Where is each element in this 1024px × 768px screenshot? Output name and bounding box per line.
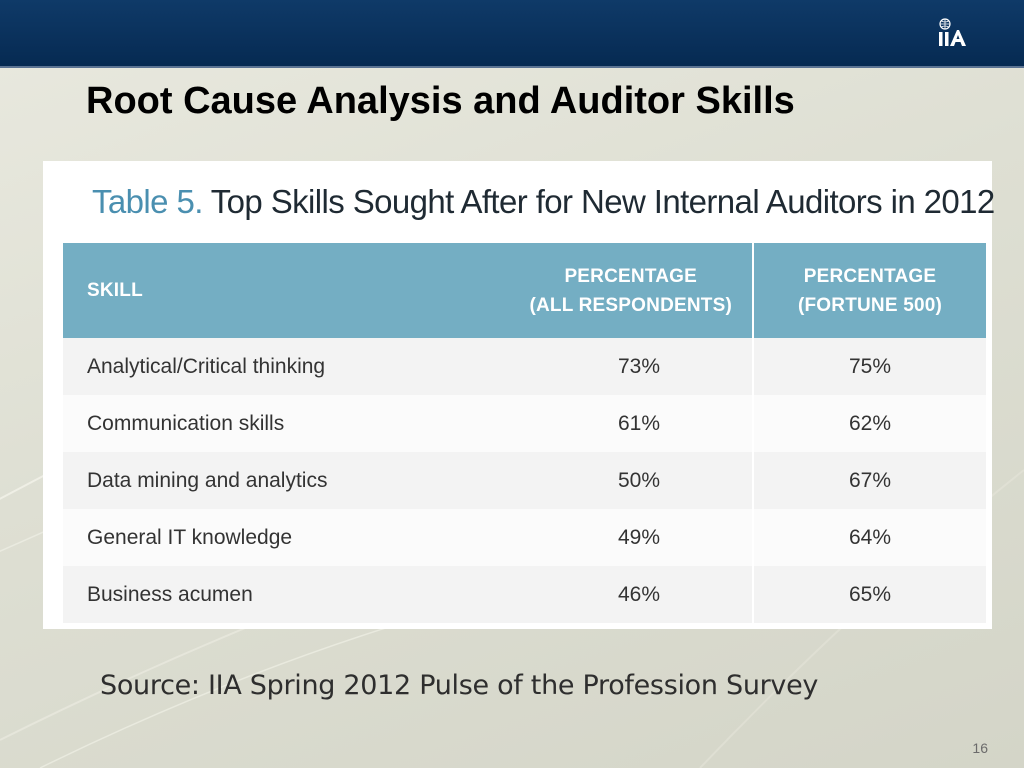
skill-name: Communication skills	[87, 411, 285, 435]
column-divider	[752, 509, 754, 566]
fortune-500-value: 67%	[848, 468, 892, 492]
table-caption: Table 5. Top Skills Sought After for New…	[92, 183, 995, 221]
source-note: Source: IIA Spring 2012 Pulse of the Pro…	[100, 670, 819, 701]
page-number: 16	[972, 740, 988, 756]
column-header-fortune: PERCENTAGE (FORTUNE 500)	[754, 243, 986, 338]
skill-name: Analytical/Critical thinking	[87, 354, 326, 378]
skill-cell: Analytical/Critical thinking 73%	[63, 338, 752, 395]
all-respondents-value: 73%	[617, 354, 660, 378]
column-header-all-line2: (ALL RESPONDENTS)	[529, 294, 732, 316]
table-body: Analytical/Critical thinking 73% 75% Commun…	[63, 338, 986, 623]
column-header-fortune-line2: (FORTUNE 500)	[797, 294, 943, 316]
fortune-500-value: 62%	[848, 411, 892, 435]
fortune-500-cell: 65%	[754, 566, 986, 623]
fortune-500-cell: 67%	[754, 452, 986, 509]
all-respondents-value: 49%	[617, 525, 660, 549]
column-header-fortune-line1: PERCENTAGE	[803, 265, 937, 287]
table-row: General IT knowledge 49% 64%	[63, 509, 986, 566]
table-row: Communication skills 61% 62%	[63, 395, 986, 452]
skill-cell: Business acumen 46%	[63, 566, 752, 623]
table-row: Analytical/Critical thinking 73% 75%	[63, 338, 986, 395]
fortune-500-cell: 64%	[754, 509, 986, 566]
column-header-all: PERCENTAGE (ALL RESPONDENTS)	[529, 262, 732, 320]
table-card: Table 5. Top Skills Sought After for New…	[43, 161, 995, 629]
column-header-skill: SKILL PERCENTAGE (ALL RESPONDENTS)	[63, 243, 752, 338]
fortune-500-value: 75%	[848, 354, 892, 378]
table-header-row: SKILL PERCENTAGE (ALL RESPONDENTS) PERCEN…	[63, 243, 986, 338]
column-divider	[752, 566, 754, 623]
all-respondents-value: 61%	[617, 411, 660, 435]
header-band	[0, 0, 1024, 68]
fortune-500-value: 65%	[848, 582, 892, 606]
column-divider	[752, 338, 754, 395]
iia-logo	[936, 18, 972, 50]
column-header-skill-label: SKILL	[87, 280, 143, 301]
column-divider	[752, 395, 754, 452]
fortune-500-cell: 62%	[754, 395, 986, 452]
table-caption-text: Top Skills Sought After for New Internal…	[210, 183, 996, 220]
all-respondents-value: 46%	[617, 582, 660, 606]
skill-name: Business acumen	[87, 582, 253, 606]
column-divider	[752, 452, 754, 509]
skill-cell: Communication skills 61%	[63, 395, 752, 452]
column-header-all-line1: PERCENTAGE	[564, 265, 697, 287]
table-caption-number: Table 5.	[92, 183, 203, 220]
skill-name: General IT knowledge	[87, 525, 293, 549]
column-divider	[752, 243, 754, 338]
table-row: Data mining and analytics 50% 67%	[63, 452, 986, 509]
slide-title: Root Cause Analysis and Auditor Skills	[86, 80, 795, 122]
fortune-500-cell: 75%	[754, 338, 986, 395]
all-respondents-value: 50%	[617, 468, 660, 492]
table-row: Business acumen 46% 65%	[63, 566, 986, 623]
skills-table: SKILL PERCENTAGE (ALL RESPONDENTS) PERCEN…	[63, 243, 986, 623]
skill-cell: General IT knowledge 49%	[63, 509, 752, 566]
fortune-500-value: 64%	[848, 525, 892, 549]
skill-cell: Data mining and analytics 50%	[63, 452, 752, 509]
skill-name: Data mining and analytics	[87, 468, 328, 492]
